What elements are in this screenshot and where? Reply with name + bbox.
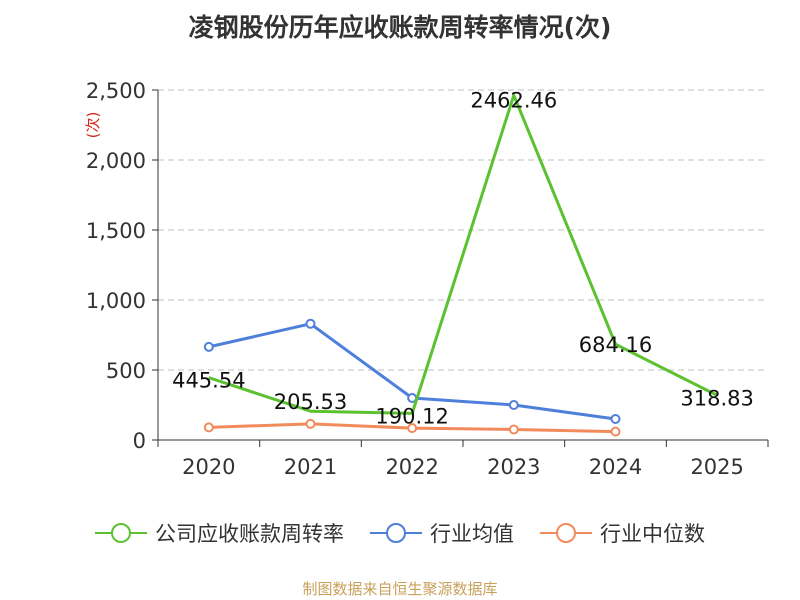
data-point	[508, 400, 519, 410]
legend-item-industry-median[interactable]: 行业中位数	[540, 518, 705, 548]
data-point	[610, 414, 621, 424]
data-source-note: 制图数据来自恒生聚源数据库	[302, 580, 498, 598]
data-label: 2462.46	[470, 88, 557, 112]
data-point	[610, 426, 621, 437]
legend: 公司应收账款周转率 行业均值 行业中位数	[0, 518, 800, 548]
legend-label-industry-mean: 行业均值	[430, 522, 514, 546]
legend-swatch-industry-mean	[370, 523, 422, 543]
data-label: 205.53	[274, 390, 347, 414]
data-label: 318.83	[680, 386, 753, 410]
x-tick-label: 2021	[284, 455, 337, 479]
y-tick-label: 500	[106, 359, 146, 383]
legend-item-industry-mean[interactable]: 行业均值	[370, 518, 514, 548]
x-tick-label: 2023	[487, 455, 540, 479]
y-tick-label: 2,500	[86, 79, 146, 103]
series-line-0	[208, 93, 718, 415]
y-axis-label: (次)	[84, 112, 102, 139]
y-tick-label: 1,000	[86, 289, 146, 313]
data-point	[407, 423, 418, 434]
legend-swatch-company	[95, 523, 147, 543]
data-point	[508, 424, 519, 435]
y-tick-label: 2,000	[86, 149, 146, 173]
x-tick-label: 2020	[182, 455, 235, 479]
data-label: 684.16	[579, 333, 652, 357]
data-point	[305, 318, 316, 329]
x-tick-label: 2024	[589, 455, 642, 479]
y-tick-label: 1,500	[86, 219, 146, 243]
x-tick-label: 2022	[385, 455, 438, 479]
data-point	[305, 418, 316, 429]
data-label: 445.54	[172, 369, 245, 393]
legend-item-company[interactable]: 公司应收账款周转率	[95, 518, 344, 548]
legend-swatch-industry-median	[540, 523, 592, 543]
legend-label-company: 公司应收账款周转率	[155, 522, 344, 546]
chart-title: 凌钢股份历年应收账款周转率情况(次)	[188, 13, 612, 42]
legend-label-industry-median: 行业中位数	[600, 522, 705, 546]
y-tick-label: 0	[133, 429, 146, 453]
x-tick-label: 2025	[690, 455, 743, 479]
data-label: 190.12	[375, 404, 448, 428]
data-point	[203, 341, 214, 352]
data-point	[203, 422, 214, 433]
